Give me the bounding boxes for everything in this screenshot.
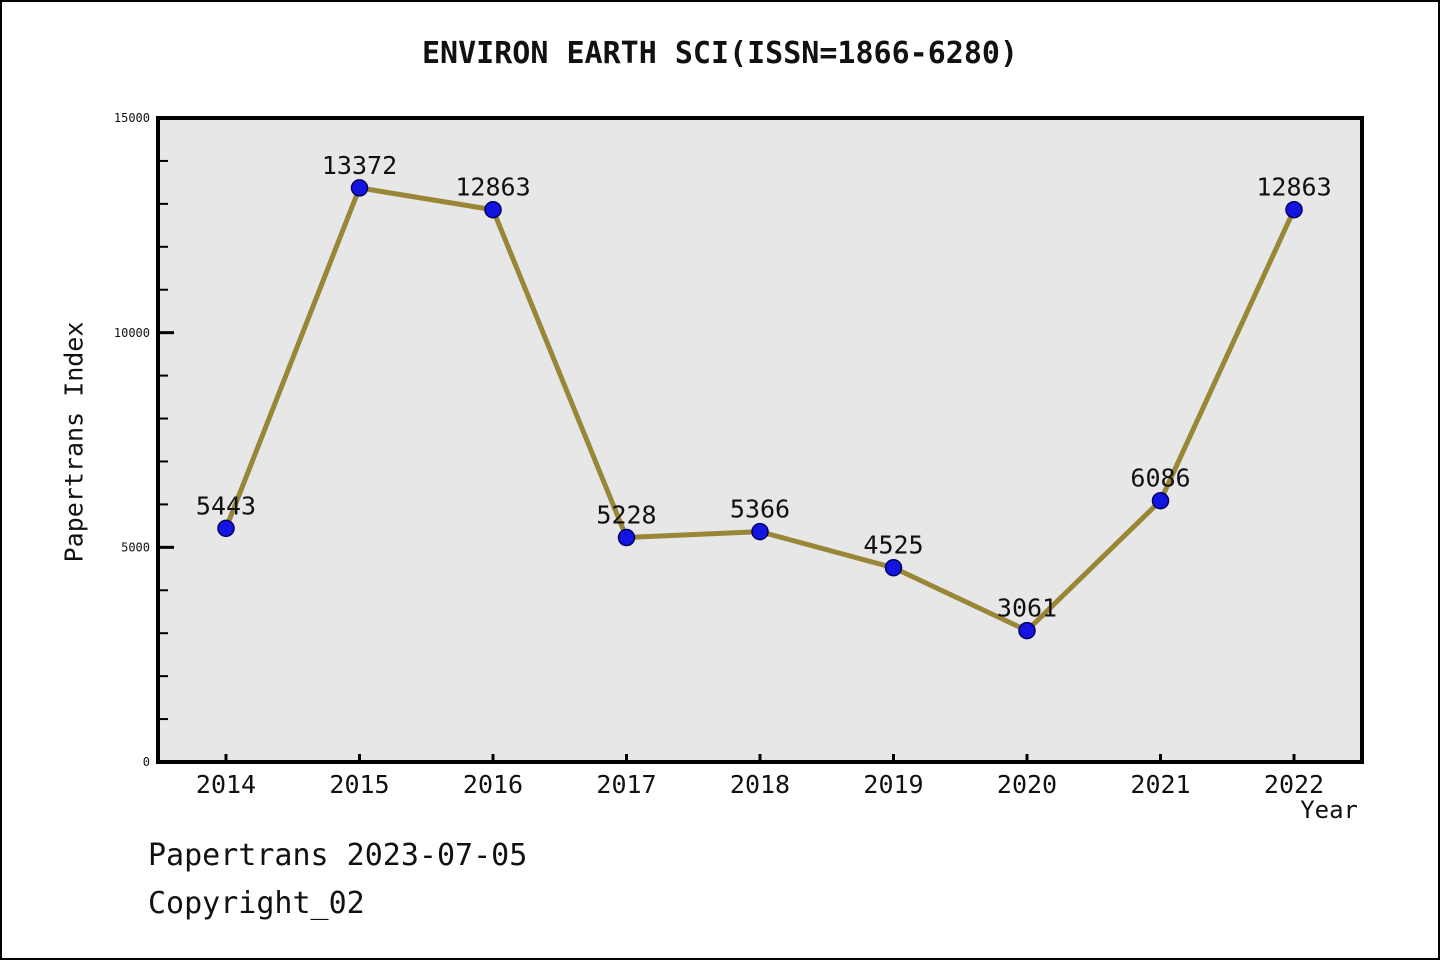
x-axis-label: Year — [1300, 796, 1358, 824]
data-point-label: 5366 — [730, 495, 790, 524]
chart-title: ENVIRON EARTH SCI(ISSN=1866-6280) — [421, 36, 1019, 71]
y-tick-label: 15000 — [114, 111, 150, 125]
x-tick-label: 2017 — [596, 770, 656, 799]
data-point-label: 5443 — [196, 491, 256, 520]
data-point — [217, 519, 235, 538]
x-tick-label: 2021 — [1130, 770, 1190, 799]
data-point-label: 4525 — [863, 531, 923, 560]
data-point-label: 6086 — [1130, 464, 1190, 493]
x-tick-label: 2019 — [863, 770, 923, 799]
x-tick-label: 2014 — [196, 770, 256, 799]
footer-source-date: Papertrans 2023-07-05 — [148, 838, 528, 873]
x-tick-label: 2015 — [329, 770, 389, 799]
plot-background — [158, 118, 1362, 762]
data-point-label: 3061 — [997, 594, 1057, 623]
data-point-label: 5228 — [596, 501, 656, 530]
data-point-label: 12863 — [455, 173, 530, 202]
footer-copyright: Copyright_02 — [148, 886, 365, 921]
x-tick-label: 2022 — [1264, 770, 1324, 799]
data-point — [1151, 491, 1170, 510]
data-point — [350, 179, 369, 197]
x-tick-label: 2020 — [997, 770, 1057, 799]
x-tick-label: 2018 — [730, 770, 790, 799]
y-axis-label: Papertrans Index — [59, 321, 89, 563]
data-point — [484, 200, 502, 219]
data-point-label: 13372 — [322, 151, 397, 180]
data-point — [751, 522, 769, 541]
data-point — [1018, 621, 1036, 640]
data-point-label: 12863 — [1256, 173, 1331, 202]
x-tick-label: 2016 — [463, 770, 523, 799]
plot-border — [156, 116, 1364, 764]
y-tick-label: 5000 — [121, 541, 150, 555]
data-point — [884, 558, 903, 577]
data-point — [1285, 200, 1303, 219]
y-tick-label: 10000 — [114, 326, 150, 340]
data-point — [617, 528, 636, 547]
y-tick-label: 0 — [143, 755, 150, 769]
